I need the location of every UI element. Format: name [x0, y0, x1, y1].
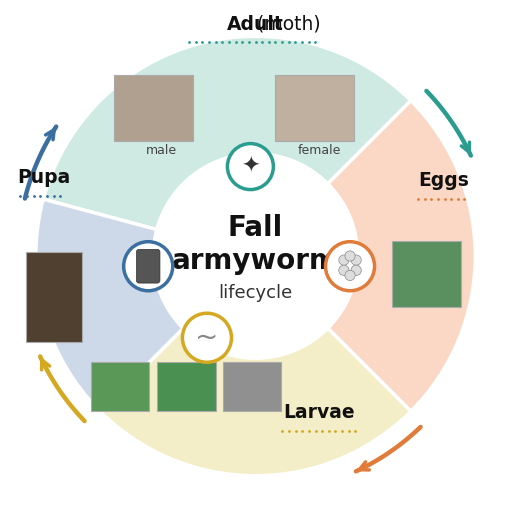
Circle shape	[351, 255, 361, 265]
FancyBboxPatch shape	[26, 252, 82, 342]
Text: ~: ~	[195, 324, 219, 352]
Circle shape	[124, 242, 173, 291]
Circle shape	[351, 265, 361, 275]
Text: male: male	[146, 143, 176, 157]
FancyBboxPatch shape	[136, 249, 160, 283]
Text: ✦: ✦	[241, 157, 260, 177]
Text: Pupa: Pupa	[17, 168, 70, 187]
FancyBboxPatch shape	[91, 362, 149, 411]
Text: Fall: Fall	[228, 214, 283, 242]
Wedge shape	[328, 101, 475, 411]
Circle shape	[182, 313, 231, 362]
Wedge shape	[43, 36, 411, 229]
Wedge shape	[36, 199, 183, 411]
Circle shape	[345, 251, 355, 261]
FancyBboxPatch shape	[157, 362, 216, 411]
Text: Larvae: Larvae	[284, 403, 355, 422]
Text: Eggs: Eggs	[418, 170, 469, 189]
Circle shape	[339, 255, 349, 265]
FancyBboxPatch shape	[113, 75, 193, 141]
Wedge shape	[100, 328, 411, 476]
FancyBboxPatch shape	[223, 362, 282, 411]
Text: lifecycle: lifecycle	[218, 284, 293, 302]
FancyBboxPatch shape	[392, 241, 461, 307]
Circle shape	[339, 265, 349, 275]
Circle shape	[153, 154, 358, 358]
Text: Adult: Adult	[227, 15, 284, 34]
Circle shape	[326, 242, 375, 291]
Text: (moth): (moth)	[191, 15, 321, 34]
Circle shape	[345, 270, 355, 281]
Text: armyworm: armyworm	[172, 247, 339, 275]
Circle shape	[227, 143, 273, 189]
Text: female: female	[298, 143, 341, 157]
FancyBboxPatch shape	[275, 75, 354, 141]
